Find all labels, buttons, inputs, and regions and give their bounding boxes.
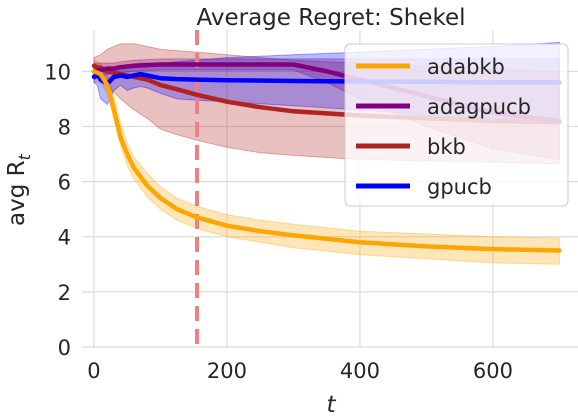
x-tick-label: 0 bbox=[87, 359, 100, 383]
y-tick-label: 10 bbox=[44, 60, 71, 84]
y-axis-title-subscript: t bbox=[15, 153, 34, 160]
y-tick-label: 4 bbox=[58, 226, 71, 250]
y-axis-title: avg Rt bbox=[4, 153, 34, 226]
legend: adabkb adagpucb bkb gpucb bbox=[344, 43, 569, 207]
y-axis-title-main: avg R bbox=[4, 160, 30, 226]
y-tick-label: 0 bbox=[58, 336, 71, 360]
chart-title: Average Regret: Shekel bbox=[196, 5, 465, 31]
legend-label-adabkb: adabkb bbox=[427, 55, 505, 79]
legend-label-gpucb: gpucb bbox=[427, 175, 492, 199]
band-adabkb bbox=[93, 59, 560, 265]
x-tick-label: 400 bbox=[340, 359, 380, 383]
x-axis-title: t bbox=[326, 392, 336, 418]
legend-label-bkb: bkb bbox=[427, 135, 466, 159]
y-tick-label: 8 bbox=[58, 115, 71, 139]
y-tick-label: 6 bbox=[58, 171, 71, 195]
y-tick-label: 2 bbox=[58, 281, 71, 305]
legend-label-adagpucb: adagpucb bbox=[427, 95, 531, 119]
x-tick-label: 200 bbox=[207, 359, 247, 383]
legend-box bbox=[344, 43, 569, 207]
line-adabkb bbox=[91, 69, 562, 253]
axes: 0 200 400 600 0 2 4 6 8 10 bbox=[44, 60, 513, 383]
x-tick-label: 600 bbox=[473, 359, 513, 383]
